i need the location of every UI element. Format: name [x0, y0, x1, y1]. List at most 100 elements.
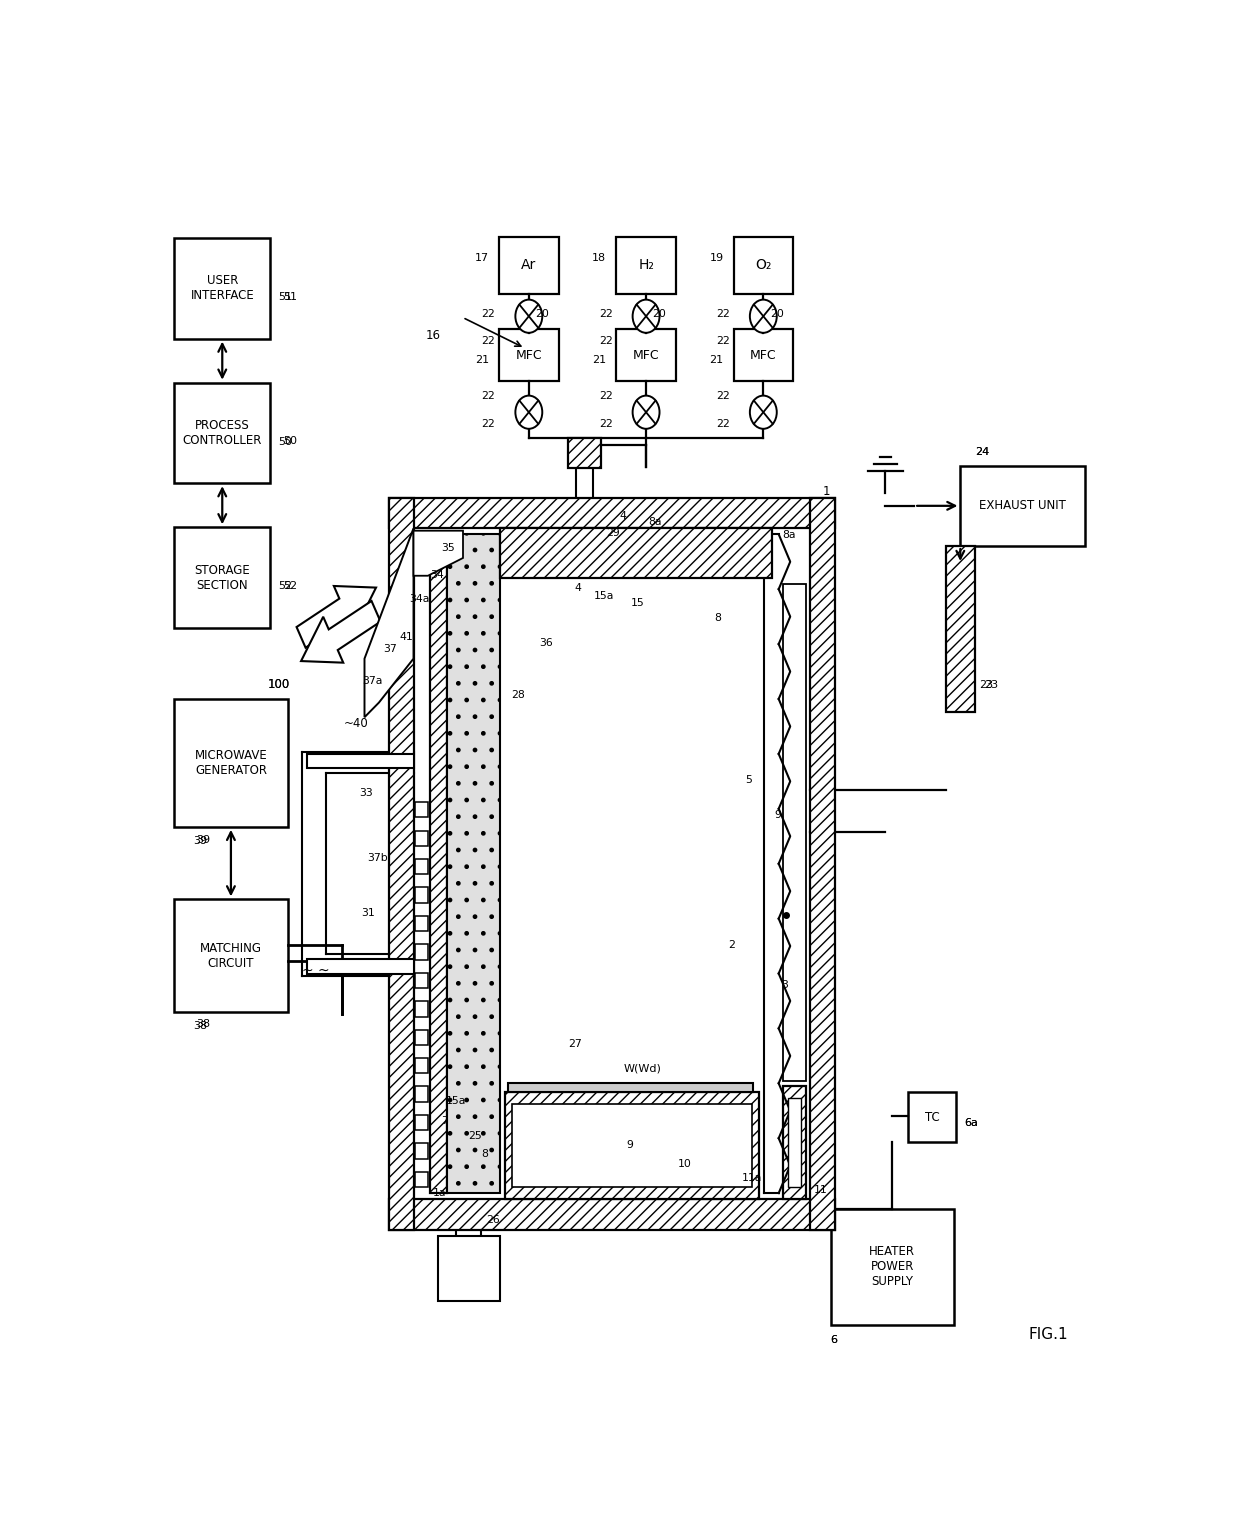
Text: 51: 51: [283, 292, 296, 302]
Text: 50: 50: [283, 436, 296, 446]
Text: 15: 15: [631, 599, 645, 608]
Text: 11a: 11a: [742, 1173, 761, 1183]
Text: MFC: MFC: [632, 349, 660, 362]
Bar: [430, 534, 448, 1193]
Text: 28: 28: [511, 691, 525, 700]
Circle shape: [750, 300, 776, 332]
Bar: [174, 899, 288, 1011]
Text: PROCESS
CONTROLLER: PROCESS CONTROLLER: [182, 419, 262, 446]
Text: 22: 22: [715, 419, 730, 429]
Bar: [448, 534, 500, 1193]
Circle shape: [516, 396, 542, 429]
Text: H₂: H₂: [639, 259, 653, 272]
Text: 17: 17: [475, 252, 489, 263]
Text: 29: 29: [606, 528, 620, 539]
Text: 23: 23: [985, 680, 998, 689]
Text: 22: 22: [599, 309, 613, 319]
Bar: [306, 754, 413, 768]
Text: 23: 23: [980, 680, 993, 689]
Text: 38: 38: [193, 1020, 207, 1031]
Text: MFC: MFC: [750, 349, 776, 362]
Text: 22: 22: [599, 391, 613, 400]
Bar: [909, 1093, 956, 1142]
Text: HEATER
POWER
SUPPLY: HEATER POWER SUPPLY: [869, 1245, 915, 1288]
Text: 11: 11: [815, 1185, 828, 1194]
Text: 7: 7: [441, 1116, 448, 1127]
Text: 34: 34: [430, 569, 444, 580]
Text: 6a: 6a: [965, 1119, 978, 1128]
Text: 20: 20: [770, 309, 784, 319]
Text: MICROWAVE
GENERATOR: MICROWAVE GENERATOR: [195, 749, 268, 777]
Text: ~40: ~40: [343, 717, 368, 731]
Text: 21: 21: [475, 356, 489, 365]
Text: 24: 24: [975, 448, 990, 457]
Bar: [174, 383, 270, 483]
Text: 10: 10: [677, 1159, 692, 1168]
Bar: [415, 859, 428, 874]
Text: 41: 41: [399, 633, 413, 642]
Text: 8: 8: [481, 1150, 489, 1159]
Text: 22: 22: [715, 336, 730, 346]
Bar: [960, 465, 1085, 546]
Text: 1a: 1a: [433, 1188, 446, 1199]
Text: 37: 37: [383, 645, 397, 654]
Text: 52: 52: [283, 582, 296, 591]
Text: 50: 50: [278, 437, 291, 446]
Bar: [505, 1093, 759, 1199]
Text: 22: 22: [481, 309, 495, 319]
Bar: [784, 583, 806, 1080]
Text: 8a: 8a: [782, 531, 796, 540]
Text: 6a: 6a: [965, 1119, 978, 1128]
Text: 31: 31: [362, 908, 376, 919]
Text: 38: 38: [196, 1019, 211, 1028]
Bar: [415, 1087, 428, 1102]
Text: 22: 22: [599, 419, 613, 429]
Bar: [734, 237, 794, 294]
Circle shape: [632, 396, 660, 429]
Text: 19: 19: [709, 252, 724, 263]
Bar: [946, 546, 975, 713]
Text: 35: 35: [441, 543, 455, 554]
Text: 20: 20: [536, 309, 549, 319]
Text: 6: 6: [831, 1336, 837, 1345]
Bar: [415, 916, 428, 931]
Circle shape: [632, 300, 660, 332]
Text: 1: 1: [823, 485, 831, 499]
Text: 18: 18: [593, 252, 606, 263]
Text: 15a: 15a: [594, 591, 614, 600]
Text: 21: 21: [593, 356, 606, 365]
Bar: [568, 439, 601, 468]
Text: 37a: 37a: [362, 676, 382, 686]
Text: 26: 26: [486, 1216, 500, 1225]
Bar: [415, 1030, 428, 1045]
Text: 4: 4: [574, 583, 582, 593]
Text: 51: 51: [278, 292, 291, 302]
Text: MATCHING
CIRCUIT: MATCHING CIRCUIT: [200, 942, 262, 970]
Text: 8a: 8a: [649, 517, 661, 528]
Polygon shape: [301, 600, 381, 663]
Bar: [784, 1087, 806, 1199]
Bar: [616, 329, 676, 382]
Text: ~: ~: [317, 963, 329, 977]
Text: 6: 6: [831, 1336, 837, 1345]
Text: 100: 100: [268, 679, 290, 691]
Bar: [734, 329, 794, 382]
Text: 22: 22: [715, 309, 730, 319]
Bar: [500, 528, 773, 579]
Text: 21: 21: [709, 356, 724, 365]
Text: 33: 33: [360, 788, 373, 797]
Bar: [415, 945, 428, 960]
Polygon shape: [365, 528, 413, 717]
Bar: [498, 329, 558, 382]
Bar: [415, 1114, 428, 1130]
Text: 100: 100: [268, 679, 290, 691]
Text: 4: 4: [620, 511, 626, 522]
Bar: [415, 1171, 428, 1187]
Text: 3: 3: [781, 980, 787, 990]
Bar: [415, 888, 428, 903]
Text: 5: 5: [745, 774, 753, 785]
Text: FIG.1: FIG.1: [1029, 1327, 1069, 1342]
Text: 25: 25: [469, 1131, 482, 1142]
Text: 39: 39: [193, 836, 207, 846]
Bar: [388, 1199, 836, 1230]
